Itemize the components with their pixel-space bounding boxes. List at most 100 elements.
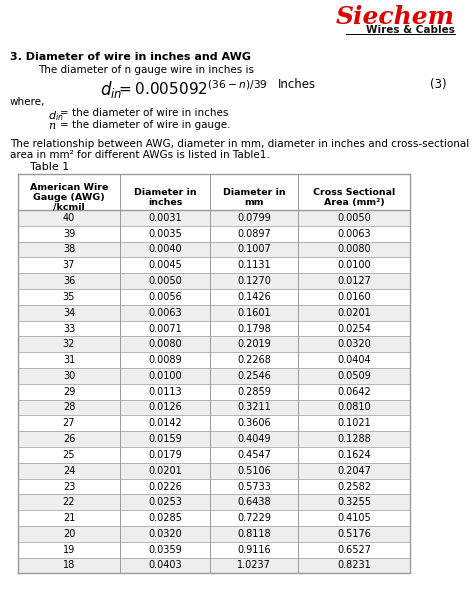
Text: 0.5176: 0.5176 [337,529,371,539]
Text: Gauge (AWG): Gauge (AWG) [33,193,105,202]
Text: 0.2019: 0.2019 [237,339,271,349]
Text: 0.4105: 0.4105 [337,513,371,523]
Text: 0.0050: 0.0050 [337,213,371,223]
Text: Area (mm²): Area (mm²) [324,198,384,207]
Bar [18,321,410,337]
Text: 19: 19 [63,545,75,554]
Bar [18,526,410,542]
Bar [18,337,410,352]
Text: 0.0080: 0.0080 [337,245,371,255]
Text: inches: inches [148,198,182,207]
Text: 25: 25 [63,450,75,460]
Text: 0.1624: 0.1624 [337,450,371,460]
Bar [18,384,410,400]
Text: The relationship between AWG, diameter in mm, diameter in inches and cross-secti: The relationship between AWG, diameter i… [10,139,469,149]
Text: $d_{in}$: $d_{in}$ [48,109,64,123]
Text: 0.1021: 0.1021 [337,418,371,428]
Bar [18,258,410,273]
Text: 0.0050: 0.0050 [148,276,182,286]
Text: 0.0142: 0.0142 [148,418,182,428]
Text: 20: 20 [63,529,75,539]
Text: 0.0035: 0.0035 [148,229,182,239]
Bar [18,463,410,479]
Text: 0.2268: 0.2268 [237,355,271,365]
Text: Cross Sectional: Cross Sectional [313,188,395,197]
Bar [18,305,410,321]
Text: 0.0045: 0.0045 [148,260,182,271]
Text: Table 1: Table 1 [30,162,69,172]
Text: 37: 37 [63,260,75,271]
Text: Diameter in: Diameter in [223,188,285,197]
Text: 0.2047: 0.2047 [337,466,371,476]
Text: 0.1007: 0.1007 [237,245,271,255]
Bar [18,431,410,447]
Text: 0.0159: 0.0159 [148,434,182,444]
Text: 29: 29 [63,387,75,397]
Text: 0.0201: 0.0201 [148,466,182,476]
Text: 0.0254: 0.0254 [337,324,371,334]
Text: 0.8231: 0.8231 [337,561,371,570]
Text: 0.0071: 0.0071 [148,324,182,334]
Text: Diameter in: Diameter in [134,188,196,197]
Text: 1.0237: 1.0237 [237,561,271,570]
Text: 24: 24 [63,466,75,476]
Text: 0.0126: 0.0126 [148,403,182,412]
Text: Wires & Cables: Wires & Cables [366,25,455,35]
Text: 0.4049: 0.4049 [237,434,271,444]
Text: = the diameter of wire in inches: = the diameter of wire in inches [60,108,228,119]
Text: 0.2546: 0.2546 [237,371,271,381]
Text: 0.0403: 0.0403 [148,561,182,570]
Text: 36: 36 [63,276,75,286]
Text: 31: 31 [63,355,75,365]
Text: 40: 40 [63,213,75,223]
Text: 0.1131: 0.1131 [237,260,271,271]
Text: 30: 30 [63,371,75,381]
Text: 0.9116: 0.9116 [237,545,271,554]
Bar [18,368,410,384]
Text: 0.0040: 0.0040 [148,245,182,255]
Text: n: n [48,121,55,131]
Bar [18,226,410,242]
Text: = the diameter of wire in gauge.: = the diameter of wire in gauge. [60,121,230,130]
Text: 21: 21 [63,513,75,523]
Text: 26: 26 [63,434,75,444]
Text: 0.6527: 0.6527 [337,545,371,554]
Text: 0.0799: 0.0799 [237,213,271,223]
Text: 33: 33 [63,324,75,334]
Text: 0.3211: 0.3211 [237,403,271,412]
Bar [18,242,410,258]
Text: 0.0179: 0.0179 [148,450,182,460]
Bar [18,416,410,431]
Text: where,: where, [10,97,46,107]
Text: $= 0.005092^{(36-n)/39}$: $= 0.005092^{(36-n)/39}$ [116,79,268,98]
Text: /kcmil: /kcmil [53,203,85,212]
Text: 0.1426: 0.1426 [237,292,271,302]
Text: 0.3255: 0.3255 [337,498,371,507]
Text: 0.4547: 0.4547 [237,450,271,460]
Bar [18,510,410,526]
Text: 0.0100: 0.0100 [337,260,371,271]
Text: 35: 35 [63,292,75,302]
Bar [18,447,410,463]
Bar [18,542,410,558]
Text: (3): (3) [430,78,447,91]
Text: 0.1270: 0.1270 [237,276,271,286]
Bar [18,400,410,416]
Text: 32: 32 [63,339,75,349]
Bar [18,352,410,368]
Text: 22: 22 [63,498,75,507]
Text: 0.0253: 0.0253 [148,498,182,507]
Bar [18,174,410,210]
Text: 18: 18 [63,561,75,570]
Text: 0.0404: 0.0404 [337,355,371,365]
Text: 0.0089: 0.0089 [148,355,182,365]
Text: 34: 34 [63,308,75,318]
Text: Inches: Inches [278,78,316,91]
Text: 0.0127: 0.0127 [337,276,371,286]
Bar [18,479,410,494]
Text: 0.0160: 0.0160 [337,292,371,302]
Text: 0.6438: 0.6438 [237,498,271,507]
Text: 0.3606: 0.3606 [237,418,271,428]
Bar [18,494,410,510]
Text: 0.0201: 0.0201 [337,308,371,318]
